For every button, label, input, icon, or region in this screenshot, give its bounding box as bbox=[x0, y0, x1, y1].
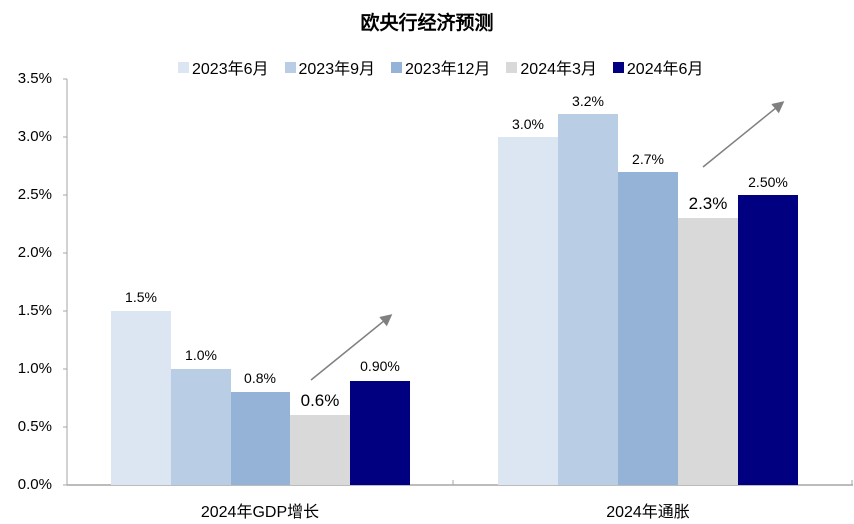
bar-cpi-2023-09 bbox=[558, 114, 618, 485]
data-label: 2.3% bbox=[688, 194, 728, 213]
y-tick-label: 3.5% bbox=[17, 70, 52, 87]
data-label: 1.5% bbox=[125, 289, 157, 305]
y-tick-label: 0.0% bbox=[17, 476, 52, 493]
legend-item: 2023年12月 bbox=[391, 55, 490, 79]
bar-gdp-2024-03 bbox=[290, 415, 350, 485]
data-label: 3.2% bbox=[572, 93, 604, 109]
data-label: 3.0% bbox=[512, 116, 544, 132]
legend-swatch bbox=[284, 61, 296, 73]
trend-arrow-icon bbox=[310, 314, 393, 381]
legend-item: 2024年6月 bbox=[612, 55, 704, 79]
bar-gdp-2023-06 bbox=[111, 311, 171, 485]
x-category-label: 2024年GDP增长 bbox=[200, 504, 320, 521]
data-label: 0.8% bbox=[244, 370, 276, 386]
legend-label: 2023年12月 bbox=[405, 61, 491, 78]
legend-label: 2024年6月 bbox=[626, 61, 704, 78]
data-label: 1.0% bbox=[185, 347, 217, 363]
legend-swatch bbox=[391, 61, 402, 73]
legend-swatch bbox=[612, 61, 624, 73]
y-tick-label: 3.0% bbox=[17, 128, 52, 145]
bar-cpi-2023-12 bbox=[618, 172, 678, 485]
bar-gdp-2023-09 bbox=[171, 369, 231, 485]
legend-swatch bbox=[506, 61, 518, 73]
data-label: 2.50% bbox=[748, 174, 788, 190]
x-category-label: 2024年通胀 bbox=[606, 504, 690, 521]
y-tick-label: 1.0% bbox=[17, 360, 52, 377]
legend-item: 2023年6月 bbox=[178, 55, 269, 79]
legend-label: 2024年3月 bbox=[520, 61, 597, 78]
legend-label: 2023年6月 bbox=[192, 61, 269, 78]
chart-title: 欧央行经济预测 bbox=[360, 12, 494, 34]
bar-cpi-2023-06 bbox=[498, 137, 558, 485]
data-label: 0.6% bbox=[300, 391, 340, 410]
bar-cpi-2024-03 bbox=[678, 218, 738, 485]
legend-item: 2023年9月 bbox=[284, 55, 376, 79]
bar-gdp-2024-06 bbox=[350, 381, 410, 485]
y-tick-label: 2.0% bbox=[17, 244, 52, 261]
legend: 2023年6月 2023年9月 2023年12月 2024年3月 2024年6月 bbox=[178, 55, 719, 79]
y-tick-label: 1.5% bbox=[17, 302, 52, 319]
legend-label: 2023年9月 bbox=[298, 61, 376, 78]
data-label: 0.90% bbox=[360, 358, 400, 374]
y-tick-label: 2.5% bbox=[17, 186, 52, 203]
legend-swatch bbox=[178, 61, 189, 73]
trend-arrow-icon bbox=[702, 101, 785, 168]
legend-item: 2024年3月 bbox=[506, 55, 597, 79]
bar-cpi-2024-06 bbox=[738, 195, 798, 485]
data-label: 2.7% bbox=[632, 151, 664, 167]
y-tick-label: 0.5% bbox=[17, 418, 52, 435]
bar-gdp-2023-12 bbox=[231, 392, 290, 485]
